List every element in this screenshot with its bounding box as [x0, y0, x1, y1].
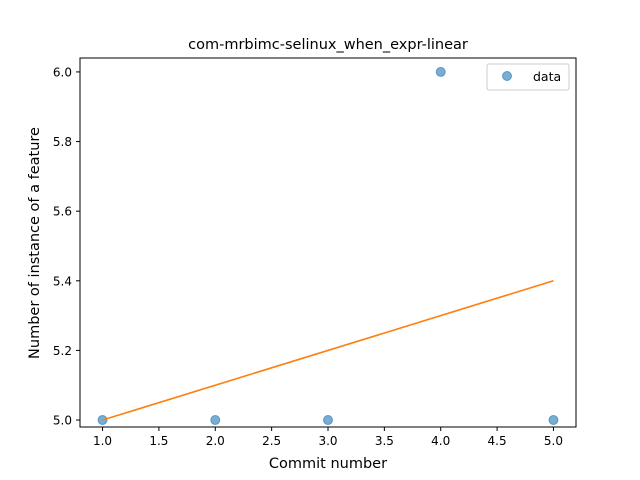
x-axis-label: Commit number: [269, 456, 387, 472]
x-tick-label: 4.5: [488, 434, 507, 448]
data-point: [323, 415, 333, 426]
data-point: [210, 415, 221, 426]
y-axis: 5.0 5.2 5.4 5.6 5.8 6.0: [53, 65, 80, 428]
legend: data: [486, 63, 570, 91]
y-axis-label: Number of instance of a feature: [27, 127, 43, 359]
x-tick-label: 2.0: [206, 434, 225, 448]
y-tick-label: 5.2: [53, 344, 72, 358]
legend-frame: [486, 63, 570, 91]
data-point: [435, 66, 446, 77]
y-tick-label: 5.0: [53, 414, 72, 428]
x-tick-label: 3.5: [375, 434, 394, 448]
x-tick-label: 1.5: [149, 434, 168, 448]
x-tick-label: 3.0: [318, 434, 337, 448]
legend-marker: [502, 71, 512, 81]
chart-title: com-mrbimc-selinux_when_expr-linear: [188, 37, 468, 53]
y-tick-label: 6.0: [53, 65, 72, 79]
x-axis: 1.0 1.5 2.0 2.5 3.0 3.5 4.0 4.5 5.0: [93, 427, 563, 448]
y-tick-label: 5.8: [53, 135, 72, 149]
x-tick-label: 2.5: [262, 434, 281, 448]
data-point: [548, 415, 559, 426]
y-tick-label: 5.6: [53, 205, 72, 219]
y-tick-label: 5.4: [53, 274, 72, 288]
x-tick-label: 1.0: [93, 434, 112, 448]
x-tick-label: 4.0: [431, 434, 450, 448]
x-tick-label: 5.0: [544, 434, 563, 448]
fit-line: [102, 280, 554, 421]
legend-label: data: [533, 69, 561, 84]
